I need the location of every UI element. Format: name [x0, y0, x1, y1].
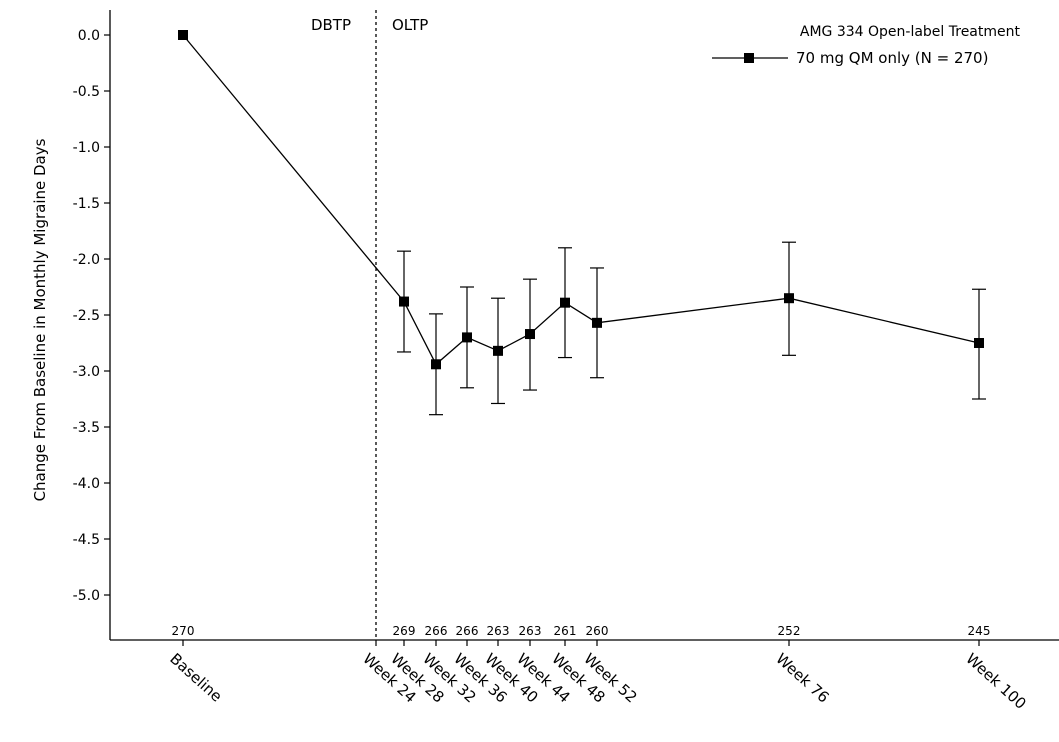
n-label: 266 [425, 624, 448, 638]
data-point-marker [493, 345, 503, 356]
legend: AMG 334 Open-label Treatment 70 mg QM on… [712, 24, 1021, 67]
data-point-marker [525, 329, 535, 340]
n-label: 261 [554, 624, 577, 638]
legend-marker [744, 53, 754, 63]
n-label: 263 [487, 624, 510, 638]
n-label: 260 [586, 624, 609, 638]
x-tick-label: Baseline [166, 650, 225, 706]
y-axis-title: Change From Baseline in Monthly Migraine… [31, 138, 49, 501]
series-group [178, 30, 986, 416]
series-line [182, 34, 980, 366]
y-tick-label: -4.5 [73, 532, 100, 548]
axes [109, 10, 1059, 641]
y-axis-ticks: 0.0 -0.5 -1.0 -1.5 -2.0 -2.5 -3.0 -3.5 -4.0 -4.5 -… [73, 28, 110, 604]
y-tick-label: -3.5 [73, 420, 100, 436]
y-tick-label: -2.0 [73, 252, 100, 268]
n-label: 245 [968, 624, 991, 638]
y-tick-label: -2.5 [73, 308, 100, 324]
n-label: 266 [456, 624, 479, 638]
x-tick-label: Week 76 [772, 650, 832, 707]
n-label: 270 [172, 624, 195, 638]
y-tick-label: 0.0 [78, 28, 100, 44]
legend-series-label: 70 mg QM only (N = 270) [796, 49, 988, 67]
y-tick-label: -1.0 [73, 140, 100, 156]
data-point-marker [399, 296, 409, 307]
y-tick-label: -3.0 [73, 364, 100, 380]
n-label: 263 [519, 624, 542, 638]
data-point-marker [592, 317, 602, 328]
y-tick-label: -4.0 [73, 476, 100, 492]
data-point-marker [431, 359, 441, 370]
data-point-marker [784, 293, 794, 304]
period-label-dbtp: DBTP [311, 16, 351, 34]
n-label: 252 [778, 624, 801, 638]
period-label-oltp: OLTP [392, 16, 428, 34]
y-tick-label: -5.0 [73, 588, 100, 604]
n-label: 269 [393, 624, 416, 638]
legend-title: AMG 334 Open-label Treatment [800, 24, 1021, 40]
n-at-risk-labels: 270 269 266 266 263 263 261 260 252 245 [172, 624, 991, 638]
y-tick-label: -0.5 [73, 84, 100, 100]
data-point-marker [178, 30, 188, 40]
x-tick-label: Week 100 [962, 650, 1029, 713]
data-point-marker [462, 332, 472, 343]
y-tick-label: -1.5 [73, 196, 100, 212]
data-point-marker [974, 338, 984, 348]
data-point-marker [560, 297, 570, 308]
